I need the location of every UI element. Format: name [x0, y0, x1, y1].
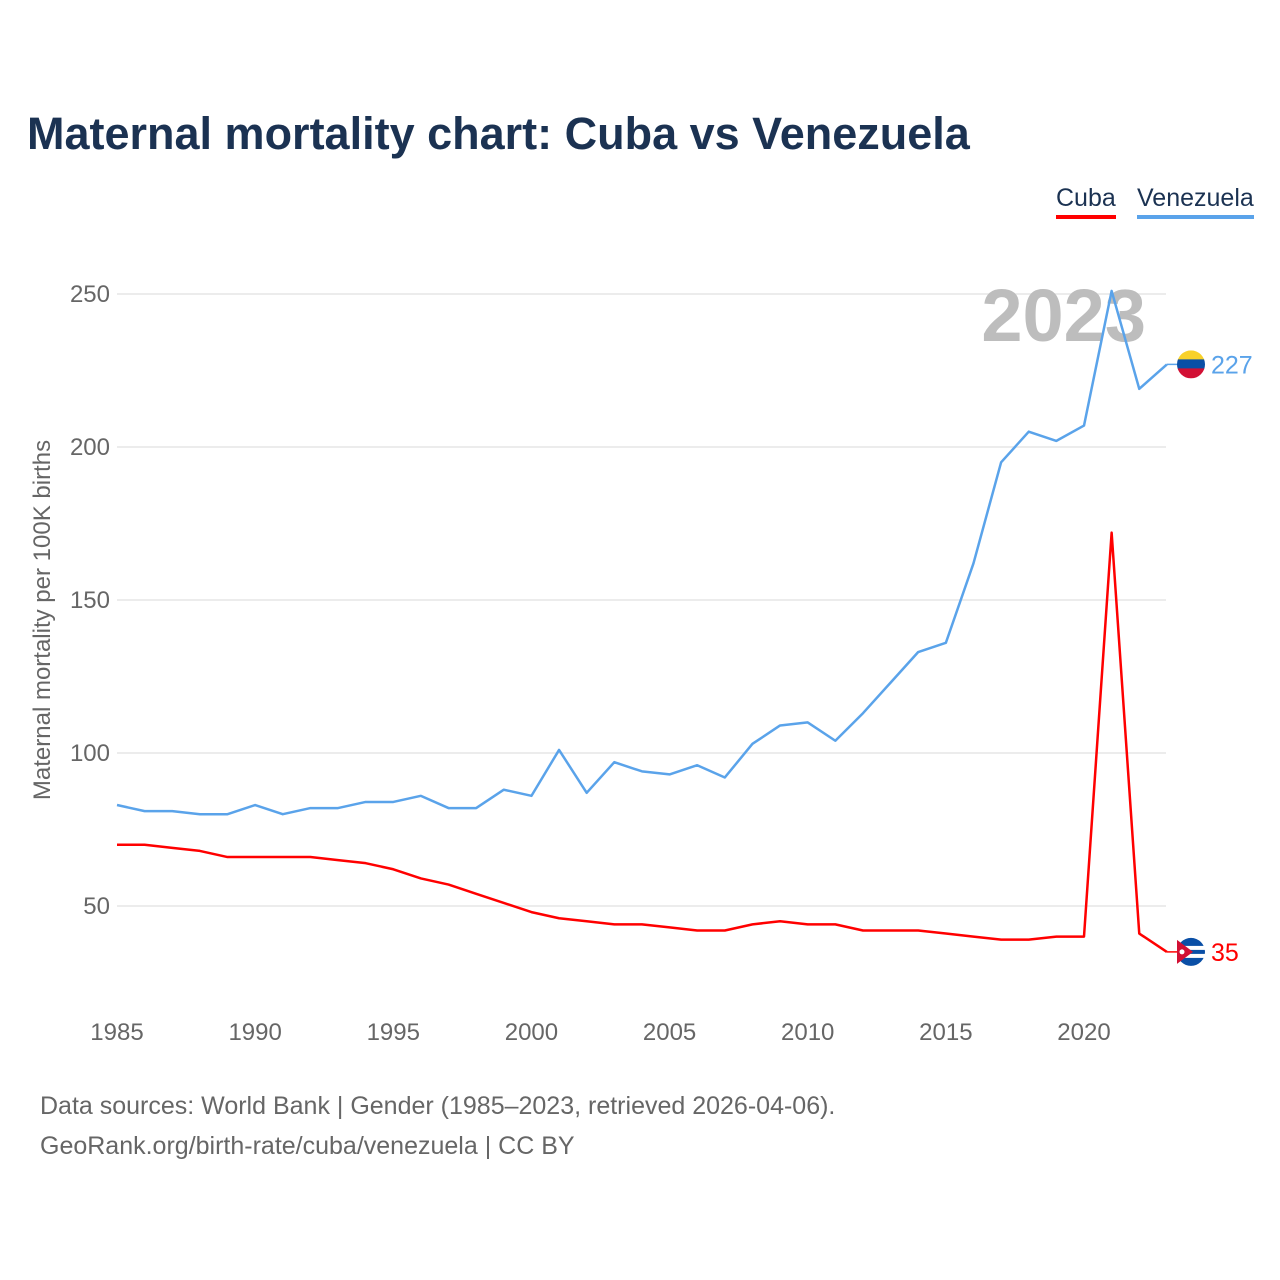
venezuela-flag-icon [1177, 350, 1205, 379]
page-title: Maternal mortality chart: Cuba vs Venezu… [27, 108, 970, 159]
y-tick-label: 200 [70, 434, 110, 461]
series-line-cuba [117, 531, 1168, 953]
x-tick-label: 2010 [781, 1019, 834, 1046]
end-value-label: 227 [1211, 351, 1253, 379]
flag-triangle [1177, 939, 1193, 964]
legend-cuba[interactable]: Cuba [1056, 184, 1116, 219]
flag-stripe [1177, 350, 1205, 361]
x-tick-label: 1990 [228, 1019, 281, 1046]
x-tick-label: 1985 [90, 1019, 143, 1046]
cuba-flag-icon [1177, 937, 1205, 966]
flag-stripe [1177, 945, 1205, 950]
flag-stripe [1177, 359, 1205, 370]
year-label: 2023 [981, 274, 1146, 357]
legend-venezuela[interactable]: Venezuela [1137, 184, 1254, 219]
footer: Data sources: World Bank | Gender (1985–… [40, 1086, 835, 1166]
data-source: Data sources: World Bank | Gender (1985–… [40, 1092, 836, 1120]
flag-stripe [1177, 953, 1205, 958]
y-tick-label: 250 [70, 281, 110, 308]
x-tick-label: 1995 [367, 1019, 420, 1046]
source-link[interactable]: GeoRank.org/birth-rate/cuba/venezuela | … [40, 1132, 575, 1160]
end-value-label: 35 [1211, 939, 1239, 967]
x-tick-label: 2000 [505, 1019, 558, 1046]
flag-stripe [1177, 368, 1205, 379]
y-tick-label: 150 [70, 587, 110, 614]
x-tick-label: 2005 [643, 1019, 696, 1046]
flag-star [1179, 949, 1185, 955]
x-tick-label: 2015 [919, 1019, 972, 1046]
series-line-venezuela [116, 289, 1168, 816]
x-tick-label: 2020 [1057, 1019, 1110, 1046]
y-tick-label: 100 [70, 740, 110, 767]
y-tick-label: 50 [83, 893, 110, 920]
y-axis-label: Maternal mortality per 100K births [29, 440, 56, 800]
